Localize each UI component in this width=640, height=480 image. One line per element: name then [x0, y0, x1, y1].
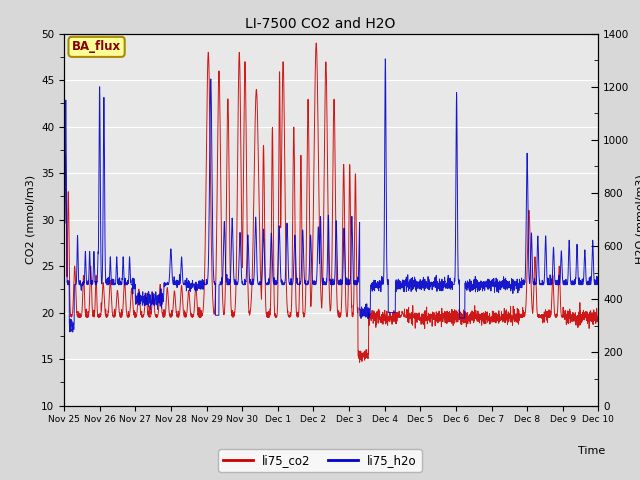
Y-axis label: CO2 (mmol/m3): CO2 (mmol/m3): [26, 175, 35, 264]
Y-axis label: H2O (mmol/m3): H2O (mmol/m3): [635, 175, 640, 264]
Text: LI-7500 CO2 and H2O: LI-7500 CO2 and H2O: [245, 17, 395, 31]
Text: BA_flux: BA_flux: [72, 40, 121, 53]
Legend: li75_co2, li75_h2o: li75_co2, li75_h2o: [218, 449, 422, 472]
Text: Time: Time: [577, 446, 605, 456]
